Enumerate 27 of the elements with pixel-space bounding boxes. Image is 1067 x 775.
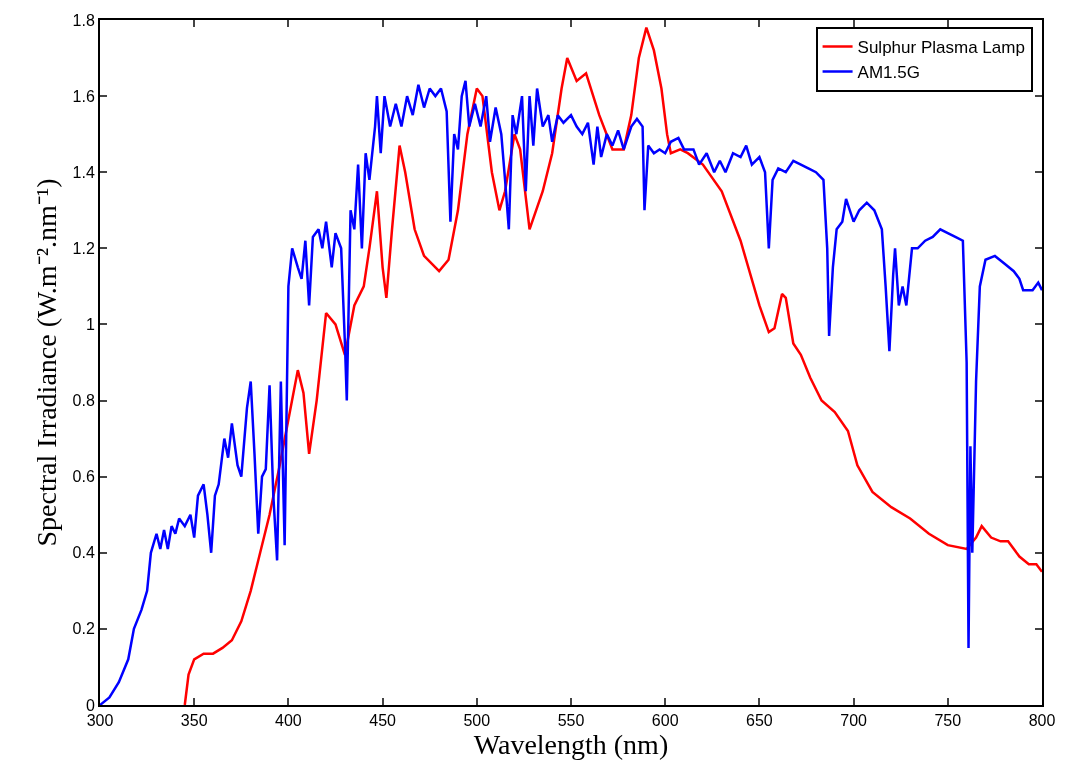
x-axis-title: Wavelength (nm) bbox=[473, 729, 669, 761]
y-tick-label: 1.4 bbox=[72, 163, 95, 181]
x-tick-label: 400 bbox=[275, 712, 302, 730]
x-tick-label: 700 bbox=[840, 712, 868, 730]
x-tick-label: 550 bbox=[557, 712, 585, 730]
x-tick-label: 450 bbox=[369, 712, 397, 730]
y-tick-label: 1.6 bbox=[72, 87, 95, 105]
x-tick-label: 300 bbox=[86, 712, 114, 730]
y-tick-label: 0 bbox=[85, 696, 95, 714]
line-series bbox=[100, 79, 1042, 705]
x-tick-label: 500 bbox=[463, 712, 491, 730]
legend-label: AM1.5G bbox=[857, 63, 920, 83]
y-tick-label: 1.2 bbox=[72, 239, 95, 257]
y-tick-label: 0.6 bbox=[72, 468, 95, 486]
y-tick-label: 1.8 bbox=[72, 11, 95, 29]
y-axis-title: Spectral Irradiance (W.m⁻².nm⁻¹) bbox=[30, 178, 62, 547]
y-tick-label: 0.4 bbox=[72, 544, 95, 562]
x-tick-label: 350 bbox=[180, 712, 208, 730]
legend-label: Sulphur Plasma Lamp bbox=[857, 38, 1025, 58]
y-tick-label: 0.8 bbox=[72, 392, 95, 410]
x-tick-label: 600 bbox=[651, 712, 679, 730]
line-series bbox=[183, 26, 1042, 705]
x-tick-label: 750 bbox=[934, 712, 962, 730]
x-tick-label: 800 bbox=[1028, 712, 1056, 730]
x-tick-label: 650 bbox=[746, 712, 773, 730]
y-tick-label: 0.2 bbox=[72, 620, 95, 638]
y-tick-label: 1 bbox=[85, 316, 95, 334]
